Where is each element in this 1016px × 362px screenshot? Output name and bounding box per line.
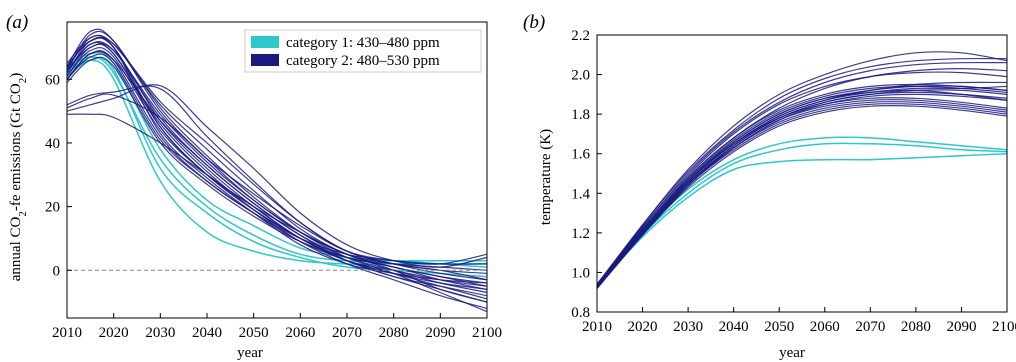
panel-b-series-line-cat2-20 <box>597 99 1007 289</box>
panel-a-x-tick-label-9: 2100 <box>472 325 502 341</box>
legend: category 1: 430–480 ppm category 2: 480–… <box>244 29 482 73</box>
panel-b-series-line-cat2-10 <box>597 81 1007 287</box>
panel-a-x-tick-label-4: 2050 <box>239 325 269 341</box>
panel-b-series-line-cat2-17 <box>597 57 1007 285</box>
panel-a-x-tick-label-7: 2080 <box>379 325 409 341</box>
panel-b-x-tick-label-8: 2090 <box>946 319 976 335</box>
panel-a-series-line-cat2-19 <box>67 34 487 281</box>
legend-label-category-2: category 2: 480–530 ppm <box>286 53 440 69</box>
panel-a-lines-clip <box>67 28 487 313</box>
panel-a-axes <box>66 21 488 319</box>
panel-a-x-axis-label: year <box>237 345 263 361</box>
panel-b-series-line-cat2-6 <box>597 97 1007 285</box>
legend-swatch-category-1 <box>251 36 279 48</box>
panel-a-series-line-cat1-0 <box>67 56 487 262</box>
panel-a-series-line-cat2-6 <box>67 50 487 297</box>
panel-a-series-line-cat2-18 <box>67 50 487 303</box>
panel-b-x-axis-label: year <box>779 345 805 361</box>
panel-a-x-tick-label-6: 2070 <box>332 325 362 341</box>
panel-b-y-tick-label-6: 2.0 <box>571 68 590 84</box>
panel-b-series-line-cat2-18 <box>597 91 1007 289</box>
panel-a-y-tick-label-2: 40 <box>45 136 60 152</box>
panel-b-y-tick-label-4: 1.6 <box>571 147 590 163</box>
panel-b-x-tick-label-1: 2020 <box>628 319 658 335</box>
panel-b-series-line-cat2-21 <box>597 71 1007 287</box>
panel-b-series-line-cat2-15 <box>597 83 1007 287</box>
panel-a-y-tick-label-1: 20 <box>45 200 60 216</box>
panel-a-y-tick-label-3: 60 <box>45 72 60 88</box>
panel-b-x-tick-label-3: 2040 <box>719 319 749 335</box>
panel-b-tick-labels: 2010 2020 2030 2040 2050 2060 2070 2080 2090 210 0… <box>571 28 1016 335</box>
panel-b-y-tick-label-1: 1.0 <box>571 265 590 281</box>
panel-b-x-tick-label-9: 2100 <box>992 319 1016 335</box>
panel-b-series-line-cat2-3 <box>597 89 1007 289</box>
panel-a-series-line-cat2-8 <box>67 47 487 290</box>
panel-a-series-line-cat2-22 <box>67 113 487 287</box>
panel-b-series-line-cat2-7 <box>597 103 1007 289</box>
panel-b-y-tick-label-2: 1.2 <box>571 226 590 242</box>
panel-a-series-line-cat2-17 <box>67 36 487 284</box>
panel-b-series-line-cat2-9 <box>597 101 1007 289</box>
panel-a-series-line-cat2-21 <box>67 84 487 268</box>
panel-a-x-tick-label-2: 2030 <box>145 325 175 341</box>
panel-b-lines-clip <box>597 51 1007 289</box>
panel-b-x-tick-label-7: 2080 <box>901 319 931 335</box>
panel-a-x-tick-label-0: 2010 <box>52 325 82 341</box>
panel-b-series-line-cat1-2 <box>597 142 1007 289</box>
panel-a-series-line-cat2-14 <box>67 30 487 313</box>
panel-a-y-tick-label-0: 0 <box>53 263 61 279</box>
panel-b-series-line-cat1-0 <box>597 152 1007 287</box>
panel-a-series-line-cat2-23 <box>67 93 487 265</box>
panel-b-x-tick-label-6: 2070 <box>855 319 885 335</box>
panel-b-y-tick-label-5: 1.8 <box>571 107 590 123</box>
panel-a-x-tick-label-8: 2090 <box>425 325 455 341</box>
panel-a-series-group <box>67 28 487 313</box>
panel-b-series-line-cat2-19 <box>597 85 1007 287</box>
panel-b-x-tick-label-2: 2030 <box>673 319 703 335</box>
panel-a-series-line-cat2-15 <box>67 43 487 300</box>
panel-b-y-tick-label-0: 0.8 <box>571 305 590 321</box>
legend-swatch-category-2 <box>251 54 279 66</box>
panel-b-x-tick-label-5: 2060 <box>810 319 840 335</box>
panel-b-series-line-cat2-12 <box>597 93 1007 289</box>
panel-b-x-tick-label-0: 2010 <box>582 319 612 335</box>
panel-b: (b) 2010 2020 2030 2040 2050 2060 2070 2080 2090… <box>523 12 1016 361</box>
panel-a-series-line-cat2-4 <box>67 36 487 287</box>
panel-a-label: (a) <box>6 12 28 33</box>
legend-box <box>244 29 482 73</box>
panel-b-label: (b) <box>523 12 545 33</box>
panel-b-axes <box>596 34 1008 313</box>
panel-a-series-line-cat1-2 <box>67 51 487 268</box>
legend-label-category-1: category 1: 430–480 ppm <box>286 35 440 51</box>
panel-b-series-group <box>597 51 1007 289</box>
panel-a: (a) 2010 2020 2030 2040 2050 2060 2070 2080 2090… <box>6 12 502 361</box>
panel-a-series-line-cat1-1 <box>67 59 487 265</box>
panel-a-series-line-cat1-3 <box>67 57 487 278</box>
panel-a-y-axis-label: annual CO2-fe emissions (Gt CO2) <box>8 73 29 281</box>
panel-b-series-line-cat2-16 <box>597 89 1007 287</box>
panel-a-plot-frame <box>66 21 488 319</box>
panel-b-y-tick-label-7: 2.2 <box>571 28 590 44</box>
panel-b-series-line-cat2-14 <box>597 105 1007 289</box>
panel-b-y-tick-label-3: 1.4 <box>571 186 590 202</box>
panel-b-x-tick-label-4: 2050 <box>764 319 794 335</box>
panel-a-x-tick-label-1: 2020 <box>99 325 129 341</box>
panel-a-series-line-cat2-20 <box>67 85 487 281</box>
panel-a-x-tick-label-3: 2040 <box>192 325 222 341</box>
panel-a-x-tick-label-5: 2060 <box>285 325 315 341</box>
panel-b-y-axis-label: temperature (K) <box>538 129 554 225</box>
panel-b-plot-frame <box>596 34 1008 313</box>
panel-a-tick-labels: 2010 2020 2030 2040 2050 2060 2070 2080 2090 2100… <box>45 72 502 341</box>
